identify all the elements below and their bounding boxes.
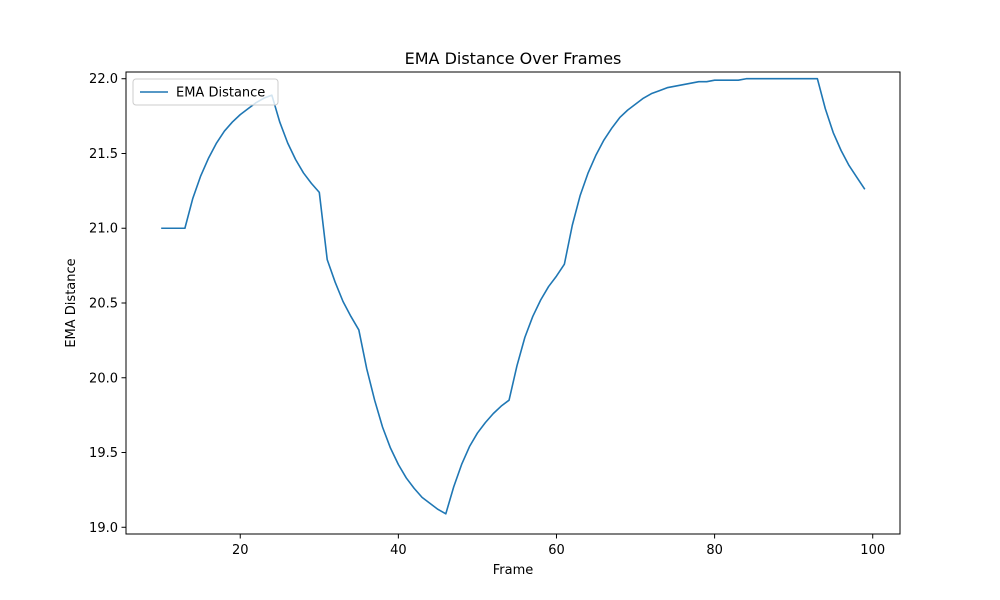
y-tick-label: 21.5	[89, 147, 118, 162]
plot-frame	[125, 71, 901, 535]
y-tick-label: 19.0	[89, 521, 118, 536]
axis-ticks: 20 40 60 80 100 19.0 19.5 20.0 20.5 21.0 21.5 22.0	[89, 72, 885, 558]
x-tick-label: 20	[232, 543, 249, 558]
x-axis-label: Frame	[493, 563, 534, 578]
y-tick-label: 21.0	[89, 222, 118, 237]
series-line-ema-distance	[161, 77, 866, 515]
y-tick-label: 19.5	[89, 446, 118, 461]
legend-box	[132, 78, 279, 106]
y-tick-label: 20.0	[89, 371, 118, 386]
y-axis-label: EMA Distance	[64, 258, 79, 347]
chart-title: EMA Distance Over Frames	[405, 49, 622, 68]
x-tick-label: 100	[860, 543, 885, 558]
y-tick-label: 20.5	[89, 297, 118, 312]
x-tick-label: 60	[548, 543, 565, 558]
x-tick-label: 80	[706, 543, 723, 558]
legend: EMA Distance	[132, 78, 279, 106]
y-tick-label: 22.0	[89, 72, 118, 87]
legend-label: EMA Distance	[176, 86, 265, 101]
x-tick-label: 40	[390, 543, 407, 558]
